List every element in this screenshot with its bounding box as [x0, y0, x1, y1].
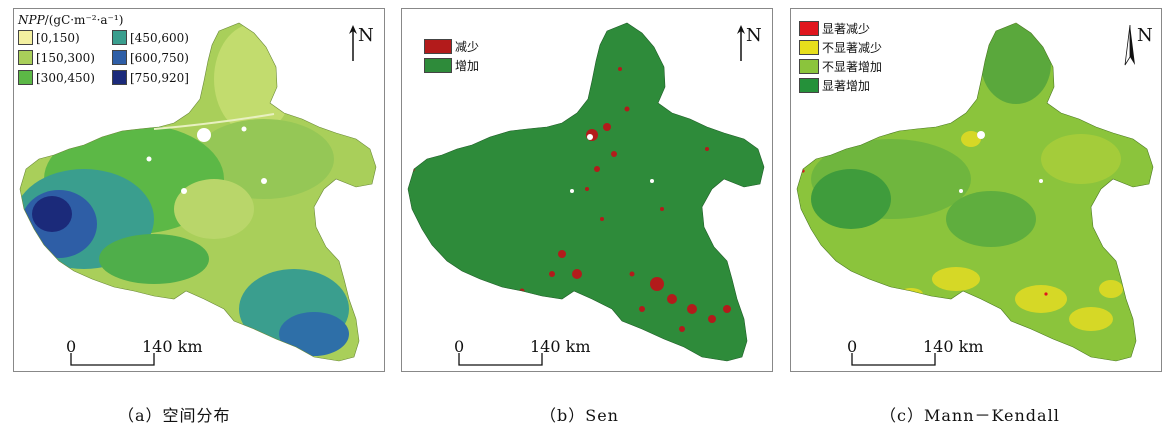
legend-item: [750,920] [112, 70, 206, 85]
legend-item: 显著增加 [799, 78, 882, 93]
sen-trend-map: 减少 增加 N 0 140 km [401, 8, 773, 372]
north-arrow: N [1123, 24, 1153, 74]
mann-kendall-trend-map: 显著减少 不显著减少 不显著增加 显著增加 N 0 140 km [790, 8, 1162, 372]
caption-b: （b）Sen [540, 406, 619, 425]
sen-legend: 减少 增加 [424, 39, 479, 73]
scale-bar-graphic [70, 353, 155, 366]
legend-item: 不显著增加 [799, 59, 882, 74]
scale-bar-graphic [458, 353, 543, 366]
scale-end-label: 140 km [923, 337, 984, 356]
legend-item: 减少 [424, 39, 479, 54]
legend-swatch [424, 58, 452, 73]
legend-item: 显著减少 [799, 21, 882, 36]
north-arrow: N [736, 25, 762, 66]
north-label: N [358, 25, 374, 46]
scale-start-label: 0 [454, 337, 465, 356]
legend-item: [150,300) [18, 50, 112, 65]
legend-swatch [424, 39, 452, 54]
north-arrow: N [348, 25, 374, 66]
legend-swatch [112, 50, 127, 65]
north-arrow-icon [737, 25, 745, 61]
mk-legend: 显著减少 不显著减少 不显著增加 显著增加 [799, 21, 882, 93]
legend-item: [450,600) [112, 30, 206, 45]
legend-swatch [112, 30, 127, 45]
legend-swatch [112, 70, 127, 85]
legend-swatch [18, 50, 33, 65]
caption-a: （a）空间分布 [118, 406, 231, 425]
legend-item: [300,450) [18, 70, 112, 85]
north-label: N [746, 25, 762, 46]
henan-npp-map-graphic [19, 22, 377, 362]
legend-swatch [799, 59, 819, 74]
scale-bar-graphic [851, 353, 936, 366]
legend-item: 增加 [424, 58, 479, 73]
north-label: N [1137, 25, 1153, 46]
legend-swatch [18, 30, 33, 45]
npp-spatial-distribution-map: NPP/(gC·m⁻²·a⁻¹) [0,150) [450,600) [150,… [13, 8, 385, 372]
legend-item: 不显著减少 [799, 40, 882, 55]
scale-start-label: 0 [847, 337, 858, 356]
legend-item: [0,150) [18, 30, 112, 45]
north-arrow-icon [349, 25, 357, 61]
north-compass-icon [1124, 24, 1135, 66]
scale-end-label: 140 km [530, 337, 591, 356]
scale-start-label: 0 [66, 337, 77, 356]
scale-end-label: 140 km [142, 337, 203, 356]
legend-swatch [799, 40, 819, 55]
legend-item: [600,750) [112, 50, 206, 65]
npp-legend: NPP/(gC·m⁻²·a⁻¹) [0,150) [450,600) [150,… [18, 13, 206, 85]
henan-sen-map-graphic [407, 22, 765, 362]
legend-title: NPP/(gC·m⁻²·a⁻¹) [18, 13, 124, 27]
legend-swatch [18, 70, 33, 85]
legend-swatch [799, 78, 819, 93]
caption-c: （c）Mann－Kendall [880, 406, 1060, 425]
legend-swatch [799, 21, 819, 36]
henan-mk-map-graphic [796, 22, 1154, 362]
